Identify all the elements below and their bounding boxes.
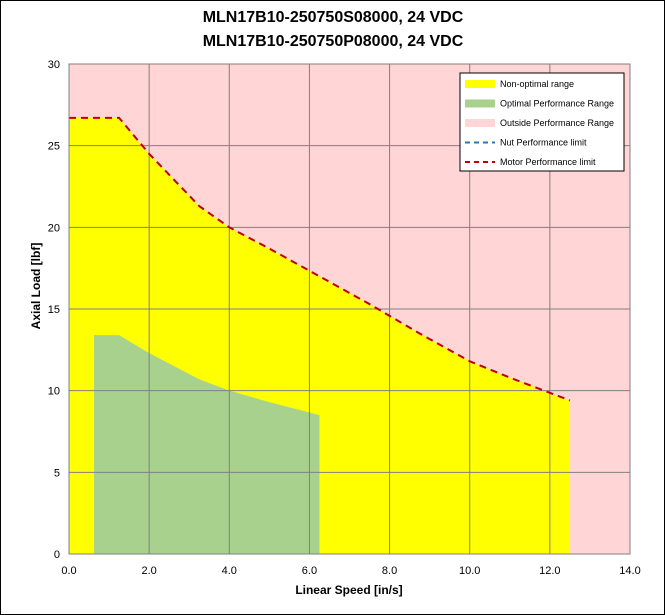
legend-label: Optimal Performance Range bbox=[500, 99, 614, 109]
x-tick-label: 14.0 bbox=[619, 565, 640, 577]
optimal-performance-area bbox=[94, 335, 320, 554]
y-tick-label: 10 bbox=[48, 386, 60, 398]
y-tick-label: 0 bbox=[54, 549, 60, 561]
legend-label: Outside Performance Range bbox=[500, 118, 614, 128]
y-tick-label: 15 bbox=[48, 304, 60, 316]
x-tick-label: 6.0 bbox=[302, 565, 317, 577]
legend-label: Non-optimal range bbox=[500, 79, 574, 89]
y-tick-label: 30 bbox=[48, 59, 60, 71]
plot-border bbox=[68, 63, 631, 555]
y-tick-label: 5 bbox=[54, 467, 60, 479]
legend-swatch bbox=[465, 80, 495, 88]
x-axis-title: Linear Speed [in/s] bbox=[295, 583, 402, 597]
y-tick-label: 25 bbox=[48, 141, 60, 153]
legend-label: Nut Performance limit bbox=[500, 138, 587, 148]
limit-lines bbox=[69, 116, 571, 402]
x-tick-labels: 0.0 2.0 4.0 6.0 8.0 10.0 12.0 14.0 bbox=[61, 565, 640, 577]
y-axis-title: Axial Load [lbf] bbox=[29, 243, 43, 330]
x-tick-label: 0.0 bbox=[61, 565, 76, 577]
x-tick-label: 4.0 bbox=[222, 565, 237, 577]
x-tick-label: 12.0 bbox=[539, 565, 560, 577]
legend-swatch bbox=[465, 99, 495, 108]
x-tick-label: 2.0 bbox=[141, 565, 156, 577]
x-tick-label: 10.0 bbox=[459, 565, 480, 577]
chart-title-line-1: MLN17B10-250750S08000, 24 VDC bbox=[203, 9, 464, 26]
x-tick-label: 8.0 bbox=[382, 565, 397, 577]
motor-performance-limit-line bbox=[69, 116, 571, 402]
legend-label: Motor Performance limit bbox=[500, 157, 596, 167]
chart-title-line-2: MLN17B10-250750P08000, 24 VDC bbox=[203, 33, 464, 50]
legend: Non-optimal range Optimal Performance Ran… bbox=[459, 72, 625, 172]
y-tick-label: 20 bbox=[48, 222, 60, 234]
y-tick-labels: 0 5 10 15 20 25 30 bbox=[48, 59, 60, 561]
legend-swatch bbox=[465, 119, 495, 127]
